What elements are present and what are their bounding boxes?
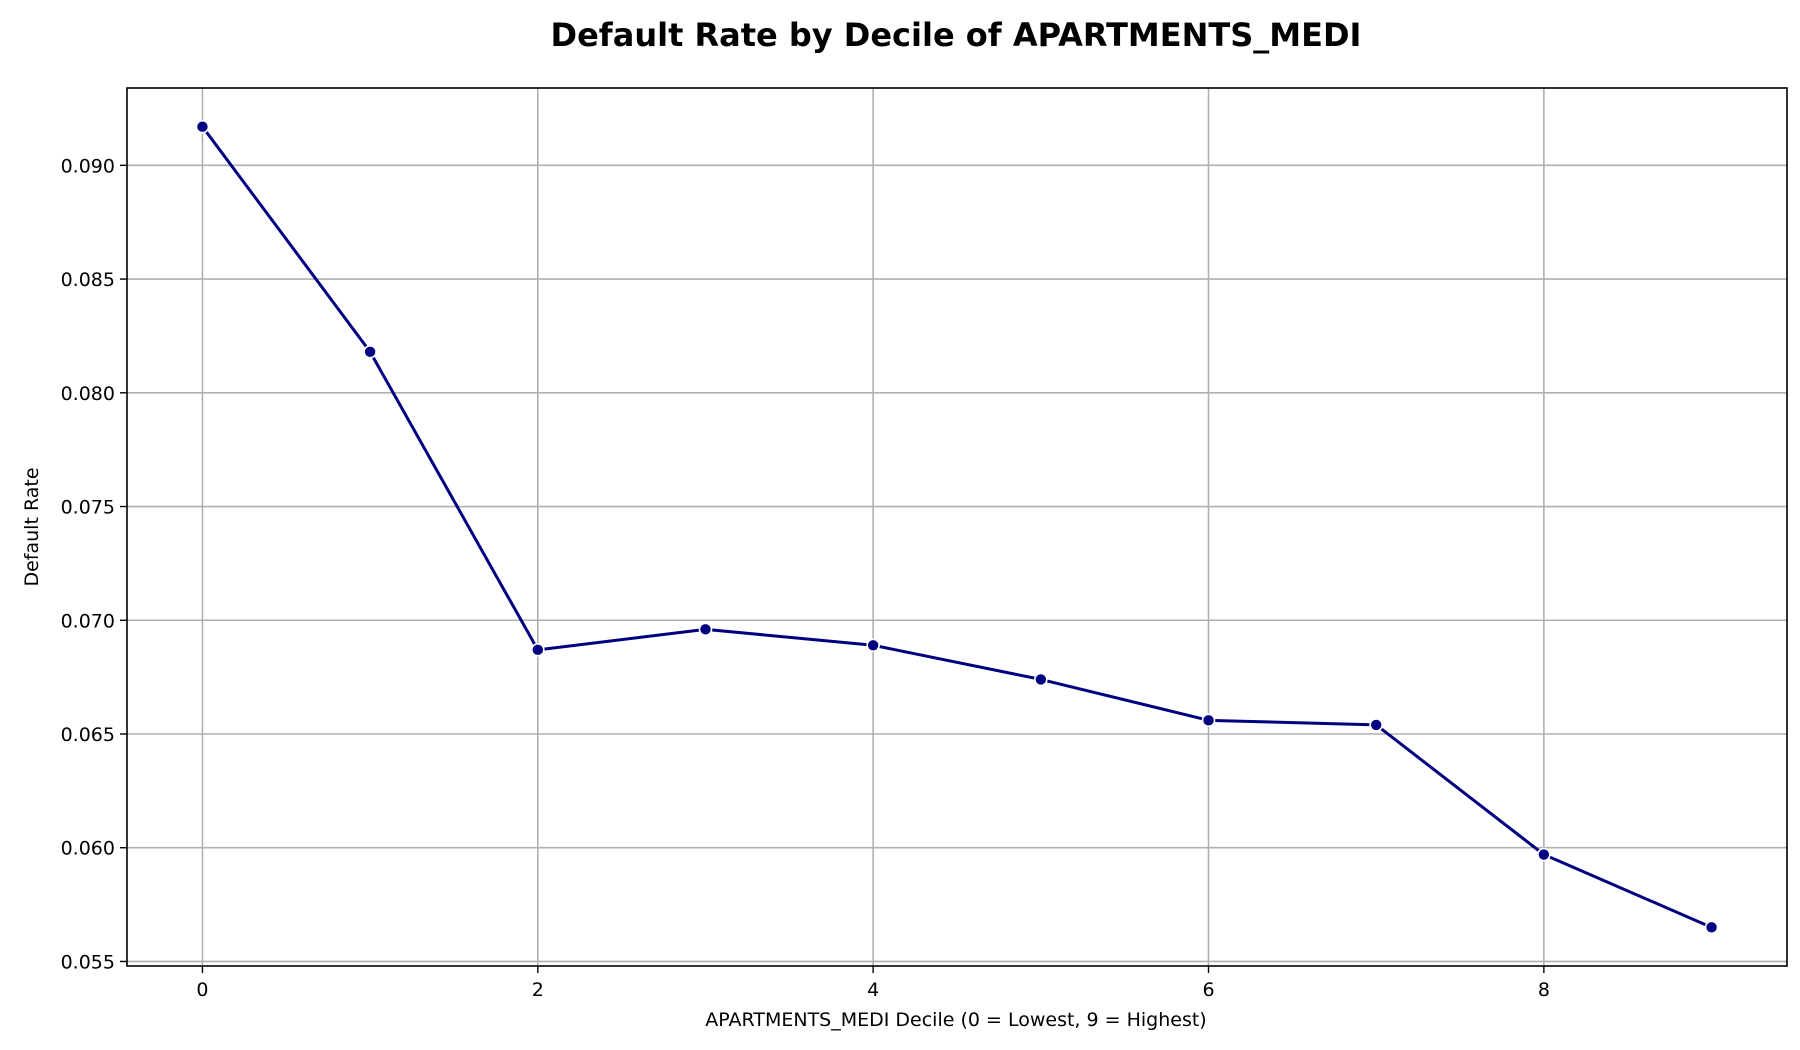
y-tick-label: 0.080 — [61, 383, 115, 405]
plot-frame — [126, 87, 1788, 967]
series-line — [201, 125, 1713, 929]
data-point — [866, 638, 880, 653]
y-tick-label: 0.060 — [61, 838, 115, 860]
x-axis-label: APARTMENTS_MEDI Decile (0 = Lowest, 9 = … — [705, 1009, 1206, 1031]
x-tick-label: 6 — [1202, 979, 1214, 1001]
data-point — [1201, 713, 1216, 728]
y-tick-label: 0.065 — [61, 724, 115, 746]
series-layer — [195, 119, 1719, 935]
x-tick-label: 2 — [532, 979, 544, 1001]
data-point — [1034, 672, 1048, 687]
x-tick-label: 4 — [867, 979, 879, 1001]
tick-layer: 0 2 4 6 8 0.055 0.060 0.065 0.070 0.075 0.080 0.085… — [61, 155, 1550, 1001]
y-axis-label: Default Rate — [21, 467, 43, 586]
x-tick-label: 0 — [196, 979, 208, 1001]
data-point — [698, 622, 713, 637]
y-tick-label: 0.075 — [61, 497, 115, 519]
data-point — [363, 345, 377, 359]
x-tick-label: 8 — [1538, 979, 1550, 1001]
y-tick-label: 0.070 — [61, 610, 115, 632]
data-point — [1704, 920, 1719, 935]
data-point — [1369, 718, 1383, 732]
data-point — [531, 643, 545, 657]
data-point — [195, 119, 210, 134]
chart-title: Default Rate by Decile of APARTMENTS_MED… — [551, 16, 1362, 54]
grid-layer — [127, 88, 1787, 966]
y-tick-label: 0.055 — [61, 951, 115, 973]
y-tick-label: 0.085 — [61, 269, 115, 291]
data-point — [1537, 847, 1551, 862]
y-tick-label: 0.090 — [61, 155, 115, 177]
